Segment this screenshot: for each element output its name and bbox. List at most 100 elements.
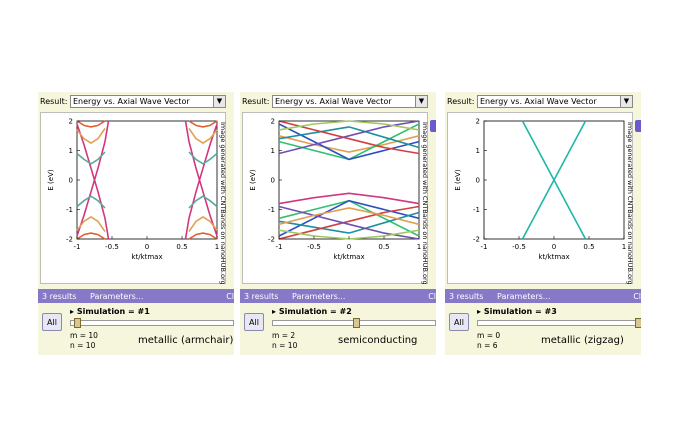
y-tick-label: 2	[476, 118, 480, 126]
y-axis-label: E (eV)	[454, 169, 462, 190]
y-tick-label: -2	[66, 236, 73, 244]
band-line-16	[188, 232, 218, 240]
results-bar: 3 results Parameters... Cl	[445, 289, 641, 303]
results-count: 3 results	[42, 292, 77, 301]
x-tick-label: 1	[215, 243, 219, 251]
close-hint[interactable]: Cl	[633, 292, 641, 301]
x-tick-label: 1	[622, 243, 626, 251]
band-line-4	[278, 123, 420, 161]
band-line-4	[184, 123, 218, 240]
band-line-15	[278, 207, 420, 226]
x-tick-label: -1	[74, 243, 81, 251]
band-line-2	[278, 192, 420, 205]
band-line-1	[278, 135, 420, 153]
result-select-value: Energy vs. Axial Wave Vector	[73, 97, 190, 106]
m-value: m = 10	[70, 331, 98, 340]
simulation-slider-thumb[interactable]	[74, 318, 81, 328]
simulation-label-text: Simulation = #1	[76, 307, 150, 316]
parameters-link[interactable]: Parameters...	[292, 292, 346, 301]
caption: metallic (armchair)	[138, 335, 234, 346]
watermark-text: Image generated with CNTBands on nanoHUB…	[219, 122, 227, 285]
chevron-down-icon[interactable]: ▼	[620, 96, 632, 107]
m-value: m = 2	[272, 331, 296, 340]
watermark: Image generated with CNTBands on nanoHUB…	[420, 122, 430, 285]
parameters-link[interactable]: Parameters...	[90, 292, 144, 301]
side-tab-handle[interactable]	[635, 120, 641, 132]
y-tick-label: 2	[271, 118, 275, 126]
x-tick-label: 0.5	[583, 243, 594, 251]
band-line-12	[278, 205, 420, 240]
result-select-value: Energy vs. Axial Wave Vector	[275, 97, 392, 106]
x-tick-label: 0	[552, 243, 556, 251]
y-axis-label: E (eV)	[47, 169, 55, 190]
plot-box	[76, 120, 218, 240]
y-tick-label: -2	[268, 236, 275, 244]
simulation-slider-thumb[interactable]	[635, 318, 641, 328]
band-line-8	[278, 120, 420, 131]
x-tick-label: 0	[347, 243, 351, 251]
y-tick-label: -2	[473, 236, 480, 244]
band-line-10	[278, 199, 420, 237]
chevron-down-icon[interactable]: ▼	[415, 96, 427, 107]
band-line-13	[76, 120, 106, 128]
result-select[interactable]: Energy vs. Axial Wave Vector ▼	[272, 95, 428, 108]
result-label: Result:	[242, 97, 270, 106]
caption: semiconducting	[338, 335, 418, 346]
y-tick-label: 0	[476, 177, 480, 185]
band-line-12	[188, 215, 218, 233]
result-label: Result:	[40, 97, 68, 106]
parameters-link[interactable]: Parameters...	[497, 292, 551, 301]
band-line-7	[278, 120, 420, 155]
x-tick-label: 1	[417, 243, 421, 251]
band-line-11	[188, 127, 218, 145]
n-value: n = 6	[477, 341, 498, 350]
panel-sim-3: Result: Energy vs. Axial Wave Vector ▼ -…	[445, 92, 641, 355]
simulation-label: ▸ Simulation = #2	[272, 307, 352, 316]
chevron-down-icon[interactable]: ▼	[213, 96, 225, 107]
result-select[interactable]: Energy vs. Axial Wave Vector ▼	[70, 95, 226, 108]
x-tick-label: 0	[145, 243, 149, 251]
band-line-15	[188, 120, 218, 128]
x-tick-label: 0.5	[176, 243, 187, 251]
all-button[interactable]: All	[244, 313, 264, 331]
band-line-5	[76, 151, 106, 165]
y-tick-label: 0	[69, 177, 73, 185]
n-value: n = 10	[70, 341, 96, 350]
band-line-11	[278, 211, 420, 234]
band-line-6	[278, 120, 420, 155]
y-tick-label: 0	[271, 177, 275, 185]
x-tick-label: -1	[276, 243, 283, 251]
watermark-text: Image generated with CNTBands on nanoHUB…	[626, 122, 634, 285]
y-axis-label: E (eV)	[249, 169, 257, 190]
panel-sim-2: Result: Energy vs. Axial Wave Vector ▼ -…	[240, 92, 436, 355]
all-button[interactable]: All	[449, 313, 469, 331]
band-line-8	[188, 195, 218, 209]
simulation-selector: All ▸ Simulation = #2 m = 2 n = 10	[240, 304, 436, 355]
y-tick-label: 2	[69, 118, 73, 126]
simulation-label-text: Simulation = #2	[278, 307, 352, 316]
all-button[interactable]: All	[42, 313, 62, 331]
y-tick-label: 1	[69, 147, 73, 155]
caption: metallic (zigzag)	[541, 335, 624, 346]
result-select[interactable]: Energy vs. Axial Wave Vector ▼	[477, 95, 633, 108]
x-tick-label: -1	[481, 243, 488, 251]
x-axis-label: kt/ktmax	[538, 253, 569, 261]
band-line-2	[521, 120, 587, 240]
x-tick-label: -0.5	[307, 243, 321, 251]
simulation-slider-track[interactable]	[477, 320, 641, 326]
band-line-13	[278, 205, 420, 240]
band-line-2	[76, 123, 110, 240]
simulation-label: ▸ Simulation = #1	[70, 307, 150, 316]
close-hint[interactable]: Cl	[428, 292, 436, 301]
simulation-slider-thumb[interactable]	[353, 318, 360, 328]
close-hint[interactable]: Cl	[226, 292, 234, 301]
simulation-slider-track[interactable]	[70, 320, 234, 326]
simulation-label: ▸ Simulation = #3	[477, 307, 557, 316]
side-tab-handle[interactable]	[430, 120, 436, 132]
band-line-6	[76, 195, 106, 209]
y-tick-label: 1	[271, 147, 275, 155]
simulation-selector: All ▸ Simulation = #1 m = 10 n = 10	[38, 304, 234, 355]
